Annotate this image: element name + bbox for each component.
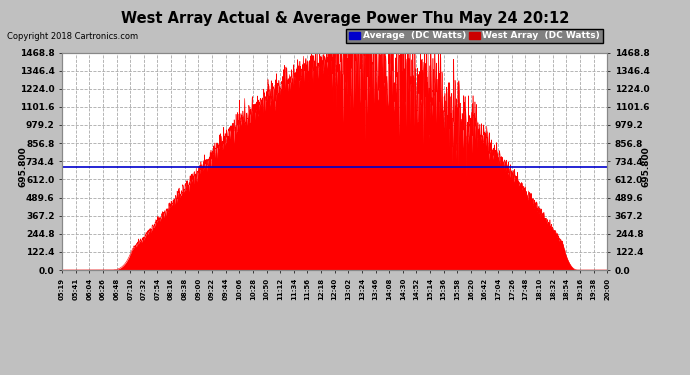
Text: 695.800: 695.800 [19,147,28,188]
Text: Copyright 2018 Cartronics.com: Copyright 2018 Cartronics.com [7,32,138,41]
Text: 695.800: 695.800 [642,147,651,188]
Legend: Average  (DC Watts), West Array  (DC Watts): Average (DC Watts), West Array (DC Watts… [346,29,602,43]
Text: West Array Actual & Average Power Thu May 24 20:12: West Array Actual & Average Power Thu Ma… [121,11,569,26]
